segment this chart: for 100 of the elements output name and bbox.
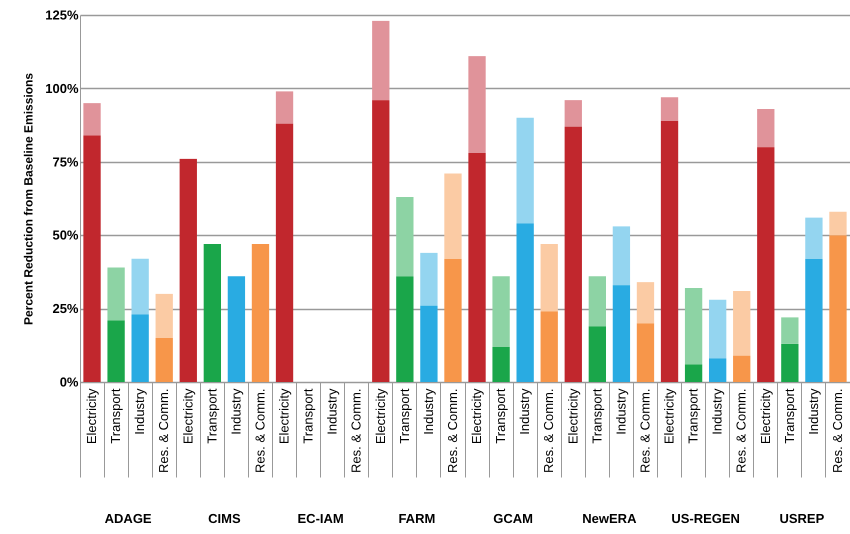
bar [684, 364, 702, 382]
text: CIMS [208, 511, 241, 526]
bar [492, 346, 510, 382]
bar [564, 126, 582, 382]
bar [396, 197, 414, 276]
bar [204, 244, 222, 382]
x-tick-label: Transport [108, 388, 124, 444]
bar [564, 100, 582, 127]
x-tick-label: Industry [710, 388, 725, 435]
bar [829, 235, 847, 382]
y-tick-label: 125% [45, 8, 79, 22]
bar [396, 276, 414, 382]
bar [660, 120, 678, 382]
x-tick-label: Industry [517, 388, 532, 435]
bar [612, 226, 630, 286]
x-tick-label: Transport [300, 388, 316, 444]
bar [757, 147, 774, 382]
bar [781, 344, 799, 382]
x-tick-label: Res. & Comm. [444, 388, 460, 474]
bar [540, 312, 558, 382]
bar [372, 20, 390, 100]
bar [372, 100, 390, 382]
text: ADAGE [104, 511, 152, 526]
bar [276, 91, 294, 124]
x-tick-label: Res. & Comm. [830, 388, 845, 474]
x-tick-label: Res. & Comm. [348, 388, 364, 474]
x-tick-label: Transport [782, 388, 797, 444]
x-tick-label: Electricity [469, 388, 484, 444]
x-tick-label: Electricity [758, 388, 773, 444]
bar [468, 152, 486, 382]
x-tick-label: Res. & Comm. [734, 388, 749, 474]
bar [708, 358, 726, 382]
x-tick-label: Industry [132, 388, 148, 435]
x-tick-label: Res. & Comm. [541, 388, 556, 474]
x-tick-label: Res. & Comm. [637, 388, 652, 474]
bar [492, 276, 510, 347]
x-tick-label: Electricity [372, 388, 388, 444]
x-tick-label: Res. & Comm. [252, 388, 268, 474]
text: NewERA [582, 511, 638, 526]
y-tick-label: 0% [60, 374, 79, 390]
bar [781, 317, 799, 344]
bar [805, 258, 823, 382]
text: EC-IAM [298, 511, 344, 526]
x-tick-label: Electricity [180, 388, 196, 444]
bar [829, 212, 847, 236]
bar [444, 258, 462, 382]
text: US-REGEN [671, 511, 740, 526]
bar [516, 118, 534, 224]
bar [156, 294, 173, 338]
x-tick-label: Transport [396, 388, 412, 444]
bar [516, 223, 534, 382]
bar [252, 244, 270, 382]
bar [83, 135, 101, 382]
bar [444, 174, 462, 259]
x-tick-label: Transport [589, 388, 604, 444]
bar [805, 218, 823, 259]
y-tick-label: 25% [52, 301, 79, 316]
bar [636, 323, 654, 382]
bar [660, 97, 678, 121]
y-tick-label: 100% [45, 80, 79, 96]
bar [107, 267, 125, 320]
bar [420, 306, 438, 382]
bar [83, 103, 101, 136]
bar [588, 276, 606, 326]
bar [708, 300, 726, 359]
x-tick-label: Industry [228, 388, 244, 435]
x-tick-label: Industry [806, 388, 821, 435]
y-axis-title: Percent Reduction from Baseline Emissions [21, 72, 36, 326]
x-tick-label: Industry [420, 388, 436, 435]
bar [107, 320, 125, 382]
text: FARM [398, 511, 436, 526]
bar [420, 252, 438, 306]
bar [684, 288, 702, 364]
x-tick-label: Electricity [565, 388, 580, 444]
bar [733, 290, 750, 356]
x-tick-label: Res. & Comm. [156, 388, 172, 474]
x-tick-label: Transport [204, 388, 220, 444]
bar [540, 244, 558, 312]
text: GCAM [493, 511, 533, 526]
bar [612, 285, 630, 382]
x-tick-label: Transport [686, 388, 701, 444]
bar [757, 108, 774, 148]
bar [131, 314, 149, 382]
bar [156, 338, 173, 382]
x-tick-label: Industry [324, 388, 340, 435]
bar [276, 124, 294, 382]
bar [468, 56, 486, 153]
bar [588, 326, 606, 382]
bar [180, 158, 197, 382]
x-tick-label: Industry [613, 388, 628, 435]
x-tick-label: Electricity [84, 388, 100, 444]
x-tick-label: Transport [493, 388, 508, 444]
y-tick-label: 50% [52, 228, 79, 243]
bar [131, 258, 149, 314]
text: USREP [779, 511, 825, 526]
x-tick-label: Electricity [662, 388, 677, 444]
x-tick-label: Electricity [276, 388, 292, 444]
y-tick-label: 75% [52, 154, 79, 170]
bar [636, 282, 654, 324]
bar [733, 356, 750, 382]
